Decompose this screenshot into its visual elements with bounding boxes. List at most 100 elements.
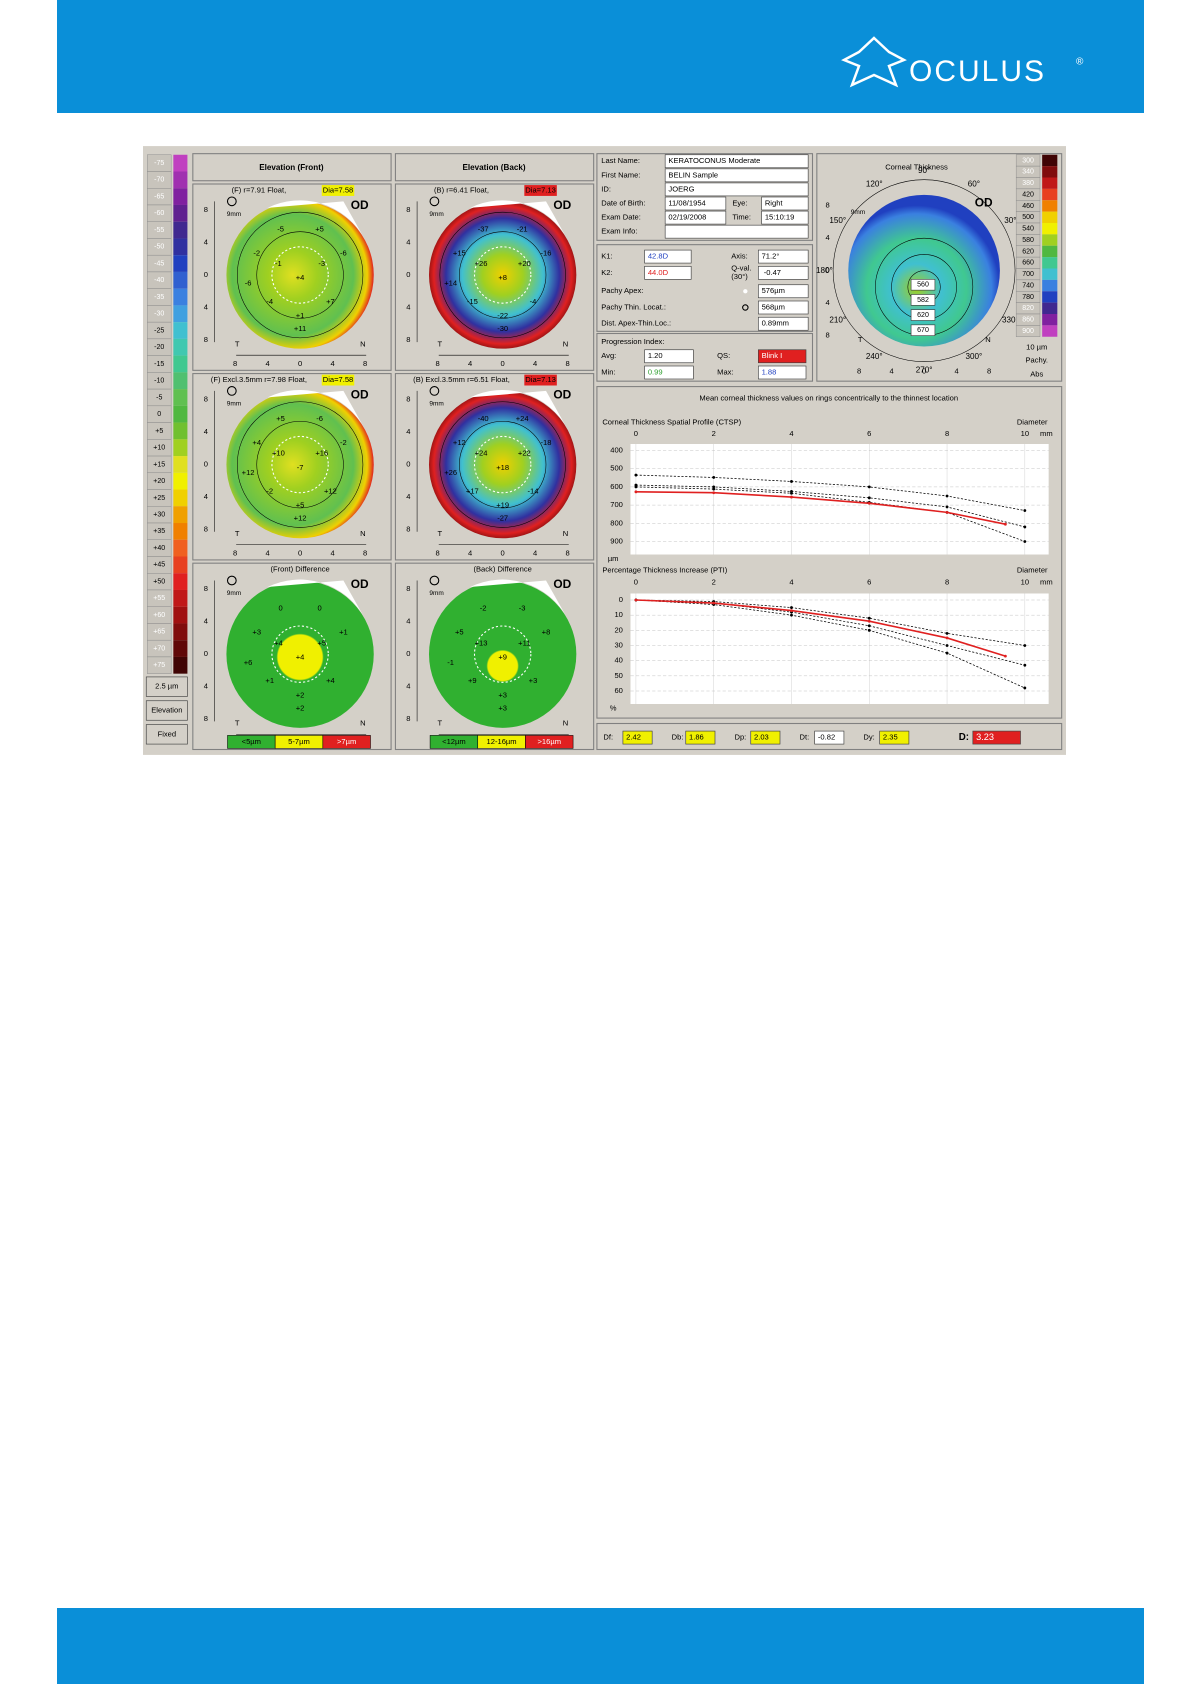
point	[945, 636, 949, 640]
point	[712, 487, 716, 491]
map-title: (B) r=6.41 Float,	[434, 186, 489, 195]
map-value: -18	[541, 438, 552, 447]
thickness-value: 620	[917, 312, 929, 319]
scale-setting: Fixed	[158, 729, 177, 738]
scale-setting: Pachy.	[1025, 356, 1048, 365]
thickness-title: Corneal Thickness	[885, 163, 948, 172]
map-mask	[267, 200, 363, 236]
map-value: +5	[296, 501, 305, 510]
brand-reg: ®	[1076, 57, 1084, 68]
map	[226, 201, 374, 349]
map-value: +19	[496, 501, 509, 510]
brand: OCULUS	[909, 55, 1046, 88]
scale-label: +50	[153, 578, 165, 585]
dia-highlight	[321, 374, 355, 386]
scale-swatch	[173, 656, 188, 674]
field	[910, 324, 936, 336]
scale-label: +25	[153, 495, 165, 502]
angle-label: 330°	[1002, 316, 1019, 325]
plot-area	[630, 444, 1049, 555]
index-value: 2.03	[754, 733, 769, 742]
info-value: JOERG	[668, 184, 694, 193]
point	[712, 476, 716, 479]
field	[664, 154, 809, 169]
scale-setting: 10 µm	[1026, 343, 1047, 352]
index-label: Db:	[672, 733, 684, 742]
point	[1003, 654, 1007, 658]
v-tick-label: 8	[204, 714, 208, 723]
axis-side: T	[858, 335, 863, 344]
field	[761, 196, 809, 211]
scale-swatch	[173, 556, 188, 574]
map-mask	[470, 579, 566, 616]
point	[867, 616, 871, 620]
field	[664, 182, 809, 197]
scale-swatch	[173, 489, 188, 507]
x-tick-label: 0	[634, 429, 638, 438]
point	[1023, 686, 1027, 690]
ring	[459, 420, 547, 509]
prog-value: 1.88	[762, 368, 777, 377]
map-title: (B) Excl.3.5mm r=6.51 Float,	[413, 375, 510, 384]
h-tick-label: 8	[363, 359, 367, 368]
field	[664, 168, 809, 183]
v-tick-label: 4	[204, 617, 208, 626]
scale-swatch	[173, 623, 188, 641]
v-tick-label: 4	[826, 298, 830, 307]
map-value: +5	[276, 414, 285, 423]
h-tick-label: 4	[265, 548, 269, 557]
y-tick-label: 60	[614, 686, 622, 695]
map-value: +1	[265, 676, 274, 685]
field	[758, 349, 807, 364]
x-axis-label: Diameter	[1017, 417, 1048, 426]
scale-swatch	[173, 221, 188, 239]
y-tick-label: 600	[610, 482, 623, 491]
info-value: 02/19/2008	[668, 213, 706, 222]
h-tick-label: 4	[330, 359, 334, 368]
h-tick-label: 0	[501, 548, 505, 557]
scale-swatch	[173, 539, 188, 557]
axis-side: T	[235, 718, 240, 727]
map-mask	[267, 389, 363, 426]
map	[226, 580, 374, 728]
scale-swatch	[1042, 279, 1058, 292]
v-tick-label: 0	[406, 270, 410, 279]
h-tick-label: 4	[468, 548, 472, 557]
axis-side: T	[235, 529, 240, 538]
h-tick-label: 4	[533, 548, 537, 557]
map-value: +22	[518, 449, 531, 458]
scale-setting: Elevation	[151, 705, 182, 714]
map-value: +4	[296, 273, 305, 282]
point	[945, 631, 949, 635]
zoom-icon	[429, 575, 440, 586]
point	[1023, 525, 1027, 529]
legend-swatch	[322, 735, 371, 749]
x-tick-label: 10	[1021, 578, 1029, 587]
scale-swatch	[173, 405, 188, 423]
scale-label: 540	[1022, 226, 1034, 233]
scale-swatch	[173, 606, 188, 624]
point	[945, 644, 949, 647]
ring	[236, 211, 364, 339]
zoom: 9mm	[429, 401, 443, 408]
y-tick-label: 10	[614, 610, 622, 619]
scale-label: +20	[153, 478, 165, 485]
v-tick-label: 4	[406, 238, 410, 247]
field	[910, 309, 936, 321]
index-label: Dp:	[734, 733, 746, 742]
series-line	[635, 491, 1006, 526]
point	[867, 624, 871, 628]
point	[712, 485, 716, 489]
field	[910, 294, 936, 306]
x-tick-label: 4	[789, 429, 793, 438]
eye: OD	[553, 387, 571, 401]
scale-label: -45	[154, 260, 164, 267]
scale-swatch	[173, 238, 188, 256]
map-value: -37	[478, 225, 489, 234]
point	[634, 598, 638, 602]
axis-side: N	[985, 335, 990, 344]
column-header	[192, 153, 392, 182]
v-tick-label: 8	[204, 205, 208, 214]
field	[622, 730, 653, 745]
axis-side: N	[360, 718, 365, 727]
